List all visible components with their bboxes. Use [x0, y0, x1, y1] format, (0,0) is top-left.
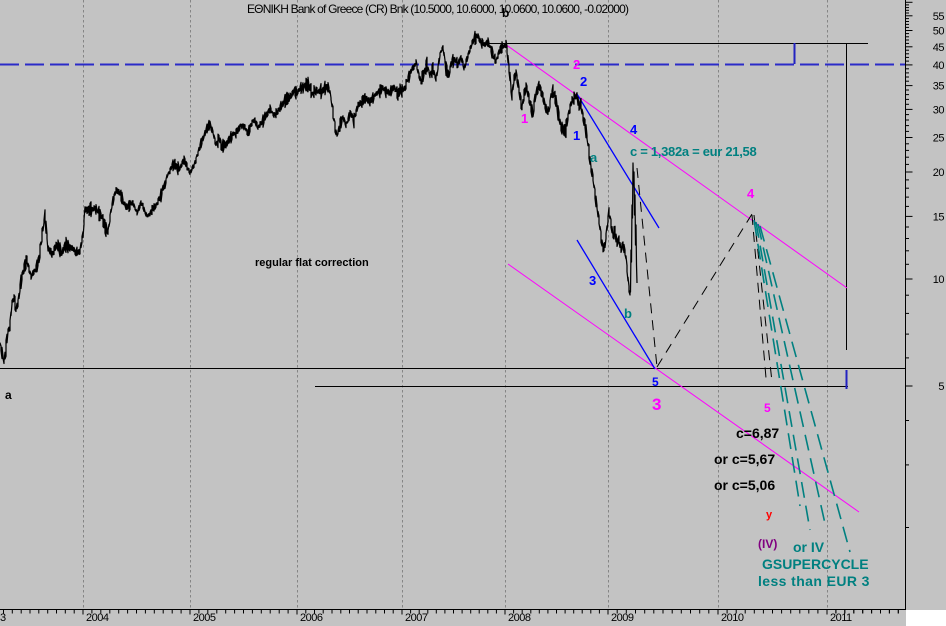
svg-text:1: 1	[521, 111, 528, 126]
svg-text:20: 20	[933, 167, 945, 179]
svg-text:3: 3	[652, 395, 661, 414]
svg-text:c=6,87: c=6,87	[736, 425, 779, 441]
svg-text:50: 50	[933, 26, 945, 38]
svg-text:2: 2	[573, 57, 580, 72]
svg-text:c = 1,382a = eur 21,58: c = 1,382a = eur 21,58	[630, 144, 756, 159]
svg-text:45: 45	[933, 42, 945, 54]
svg-text:regular flat correction: regular flat correction	[255, 257, 369, 269]
svg-text:2007: 2007	[405, 612, 428, 624]
svg-text:3: 3	[589, 273, 596, 288]
svg-text:or IV: or IV	[793, 539, 825, 555]
svg-text:55: 55	[933, 11, 945, 23]
svg-text:GSUPERCYCLE: GSUPERCYCLE	[762, 556, 869, 572]
svg-text:2008: 2008	[508, 612, 531, 624]
svg-text:a: a	[590, 150, 598, 165]
svg-text:b: b	[502, 6, 509, 20]
svg-text:5: 5	[938, 381, 944, 393]
svg-text:15: 15	[933, 211, 945, 223]
svg-text:2009: 2009	[611, 612, 634, 624]
svg-text:EΘNIKH Bank of Greece (CR) Bnk: EΘNIKH Bank of Greece (CR) Bnk (10.5000,…	[247, 2, 629, 16]
svg-text:2004: 2004	[86, 612, 109, 624]
svg-text:5: 5	[764, 401, 771, 415]
svg-text:4: 4	[747, 186, 755, 201]
svg-text:2005: 2005	[193, 612, 216, 624]
svg-text:y: y	[766, 509, 773, 521]
svg-text:or c=5,06: or c=5,06	[714, 477, 775, 493]
svg-text:35: 35	[933, 81, 945, 93]
svg-text:10: 10	[933, 274, 945, 286]
svg-text:1: 1	[573, 128, 580, 143]
svg-text:2010: 2010	[721, 612, 744, 624]
svg-text:4: 4	[630, 122, 638, 137]
svg-text:2: 2	[580, 74, 587, 89]
svg-text:a: a	[5, 388, 12, 402]
svg-text:3: 3	[0, 612, 6, 624]
svg-text:or c=5,67: or c=5,67	[714, 451, 775, 467]
svg-text:40: 40	[933, 60, 945, 72]
svg-text:5: 5	[652, 375, 659, 389]
svg-text:b: b	[624, 306, 632, 321]
svg-text:2006: 2006	[300, 612, 323, 624]
svg-text:(IV): (IV)	[758, 537, 777, 551]
svg-text:30: 30	[933, 104, 945, 116]
svg-text:2011: 2011	[830, 612, 852, 624]
svg-text:25: 25	[933, 133, 945, 145]
svg-text:less than EUR 3: less than EUR 3	[758, 573, 870, 589]
